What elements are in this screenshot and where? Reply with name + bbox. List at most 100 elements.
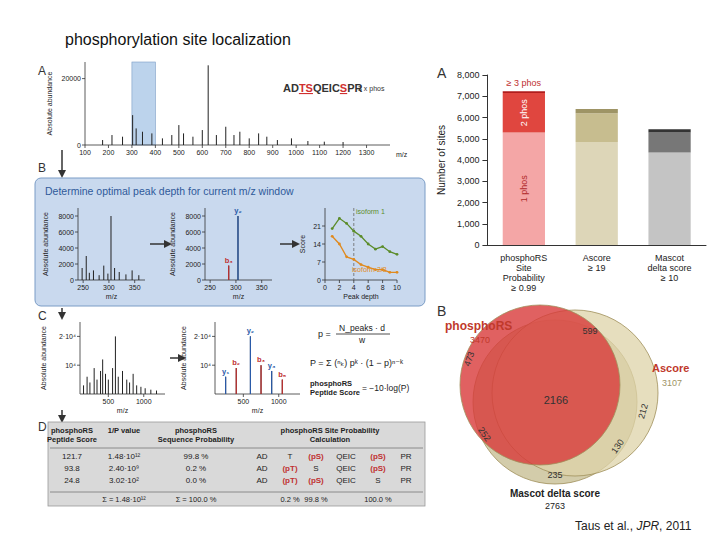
svg-text:Absolute abundance: Absolute abundance bbox=[46, 71, 53, 135]
svg-text:Peptide Score: Peptide Score bbox=[310, 388, 360, 397]
svg-text:20000: 20000 bbox=[62, 75, 82, 82]
svg-text:3470: 3470 bbox=[470, 335, 490, 345]
svg-text:200: 200 bbox=[103, 149, 115, 156]
svg-text:B: B bbox=[437, 303, 446, 319]
svg-text:3107: 3107 bbox=[662, 378, 682, 388]
svg-text:0: 0 bbox=[77, 142, 81, 149]
svg-text:m/z: m/z bbox=[106, 293, 118, 300]
svg-text:Σ = 1.48·10¹²: Σ = 1.48·10¹² bbox=[102, 495, 146, 504]
svg-text:400: 400 bbox=[150, 149, 162, 156]
svg-text:14: 14 bbox=[313, 241, 321, 248]
svg-text:AD: AD bbox=[256, 464, 267, 473]
svg-text:8000: 8000 bbox=[58, 213, 74, 220]
svg-text:b₂: b₂ bbox=[232, 358, 240, 367]
svg-text:Determine optimal peak depth f: Determine optimal peak depth for current… bbox=[45, 185, 294, 197]
svg-text:phosphorylation site localizat: phosphorylation site localization bbox=[65, 31, 291, 48]
svg-text:(pT): (pT) bbox=[282, 464, 297, 473]
svg-text:2.40·10⁹: 2.40·10⁹ bbox=[109, 464, 140, 473]
svg-text:Score: Score bbox=[299, 235, 306, 253]
svg-text:500: 500 bbox=[173, 149, 185, 156]
svg-text:2000: 2000 bbox=[185, 261, 201, 268]
svg-text:473: 473 bbox=[462, 350, 477, 368]
svg-text:2763: 2763 bbox=[545, 501, 565, 511]
svg-text:P = Σ (ⁿₖ) pᵏ · (1 − p)ⁿ⁻ᵏ: P = Σ (ⁿₖ) pᵏ · (1 − p)ⁿ⁻ᵏ bbox=[310, 358, 404, 368]
svg-text:2166: 2166 bbox=[544, 394, 568, 406]
svg-text:isoform 1: isoform 1 bbox=[356, 208, 385, 215]
svg-text:Site: Site bbox=[516, 263, 532, 273]
svg-text:250: 250 bbox=[204, 284, 216, 291]
svg-text:4000: 4000 bbox=[58, 245, 74, 252]
svg-text:(pS): (pS) bbox=[370, 464, 386, 473]
svg-text:QEIC: QEIC bbox=[336, 452, 356, 461]
svg-text:y₁: y₁ bbox=[222, 367, 229, 376]
svg-text:Absolute abundance: Absolute abundance bbox=[42, 212, 49, 276]
svg-text:Mascot: Mascot bbox=[655, 253, 685, 263]
svg-text:1300: 1300 bbox=[359, 149, 375, 156]
svg-text:6000: 6000 bbox=[185, 229, 201, 236]
svg-text:6,000: 6,000 bbox=[457, 113, 480, 123]
svg-text:900: 900 bbox=[267, 149, 279, 156]
svg-text:700: 700 bbox=[220, 149, 232, 156]
svg-text:(pT): (pT) bbox=[282, 476, 297, 485]
svg-text:4: 4 bbox=[352, 284, 356, 291]
svg-text:B: B bbox=[38, 161, 46, 175]
svg-text:7,000: 7,000 bbox=[457, 91, 480, 101]
svg-text:3,000: 3,000 bbox=[457, 176, 480, 186]
svg-text:Ascore: Ascore bbox=[583, 253, 611, 263]
svg-text:≥ 19: ≥ 19 bbox=[588, 263, 605, 273]
svg-text:10⁴: 10⁴ bbox=[200, 362, 211, 369]
svg-text:(pS): (pS) bbox=[308, 476, 324, 485]
svg-text:PR: PR bbox=[400, 464, 411, 473]
svg-text:(pS): (pS) bbox=[370, 452, 386, 461]
svg-text:5,000: 5,000 bbox=[457, 134, 480, 144]
svg-text:y₂: y₂ bbox=[247, 326, 255, 335]
svg-text:235: 235 bbox=[547, 470, 562, 480]
svg-text:2 phos: 2 phos bbox=[519, 99, 529, 127]
svg-text:ADTSQEICSPR: ADTSQEICSPR bbox=[283, 82, 363, 94]
svg-text:252: 252 bbox=[476, 425, 493, 443]
svg-text:Peak depth: Peak depth bbox=[343, 293, 379, 301]
svg-text:b₃: b₃ bbox=[225, 256, 234, 265]
svg-text:10: 10 bbox=[393, 284, 401, 291]
svg-text:S: S bbox=[313, 464, 318, 473]
svg-text:1000: 1000 bbox=[136, 398, 152, 405]
svg-text:6000: 6000 bbox=[58, 229, 74, 236]
svg-text:QEIC: QEIC bbox=[336, 464, 356, 473]
svg-text:4,000: 4,000 bbox=[457, 155, 480, 165]
svg-text:AD: AD bbox=[256, 476, 267, 485]
svg-text:800: 800 bbox=[243, 149, 255, 156]
svg-text:212: 212 bbox=[636, 403, 650, 420]
svg-text:isoform 2/3: isoform 2/3 bbox=[352, 266, 387, 273]
svg-text:b₃: b₃ bbox=[257, 355, 266, 364]
svg-text:1.48·10¹²: 1.48·10¹² bbox=[108, 452, 141, 461]
svg-text:Taus et al., JPR, 2011: Taus et al., JPR, 2011 bbox=[575, 519, 692, 533]
svg-text:99.8 %: 99.8 % bbox=[184, 452, 209, 461]
svg-text:= −10·log(P): = −10·log(P) bbox=[362, 383, 409, 393]
svg-text:0: 0 bbox=[323, 284, 327, 291]
svg-text:T: T bbox=[288, 452, 293, 461]
svg-text:8000: 8000 bbox=[185, 213, 201, 220]
svg-text:AD: AD bbox=[256, 452, 267, 461]
svg-text:0: 0 bbox=[317, 277, 321, 284]
svg-text:0: 0 bbox=[474, 240, 479, 250]
svg-text:Number of sites: Number of sites bbox=[436, 125, 447, 195]
svg-text:C: C bbox=[38, 309, 47, 323]
svg-text:8: 8 bbox=[381, 284, 385, 291]
svg-text:0.0 %: 0.0 % bbox=[186, 476, 206, 485]
svg-text:A: A bbox=[437, 65, 447, 81]
svg-text:m/z: m/z bbox=[396, 151, 408, 158]
svg-text:b₅: b₅ bbox=[278, 370, 287, 379]
svg-text:A: A bbox=[38, 64, 46, 78]
svg-text:PR: PR bbox=[400, 476, 411, 485]
svg-text:2·10⁴: 2·10⁴ bbox=[194, 333, 211, 340]
svg-text:300: 300 bbox=[103, 284, 115, 291]
svg-text:Probability: Probability bbox=[503, 273, 546, 283]
svg-text:3.02·10²: 3.02·10² bbox=[109, 476, 139, 485]
svg-text:0.2 %: 0.2 % bbox=[280, 495, 300, 504]
svg-text:Absolute abundance: Absolute abundance bbox=[40, 326, 47, 390]
svg-text:350: 350 bbox=[256, 284, 268, 291]
svg-text:3 x phos: 3 x phos bbox=[358, 85, 385, 93]
svg-text:121.7: 121.7 bbox=[62, 452, 83, 461]
svg-text:24.8: 24.8 bbox=[64, 476, 80, 485]
svg-text:phosphoRS: phosphoRS bbox=[500, 253, 547, 263]
